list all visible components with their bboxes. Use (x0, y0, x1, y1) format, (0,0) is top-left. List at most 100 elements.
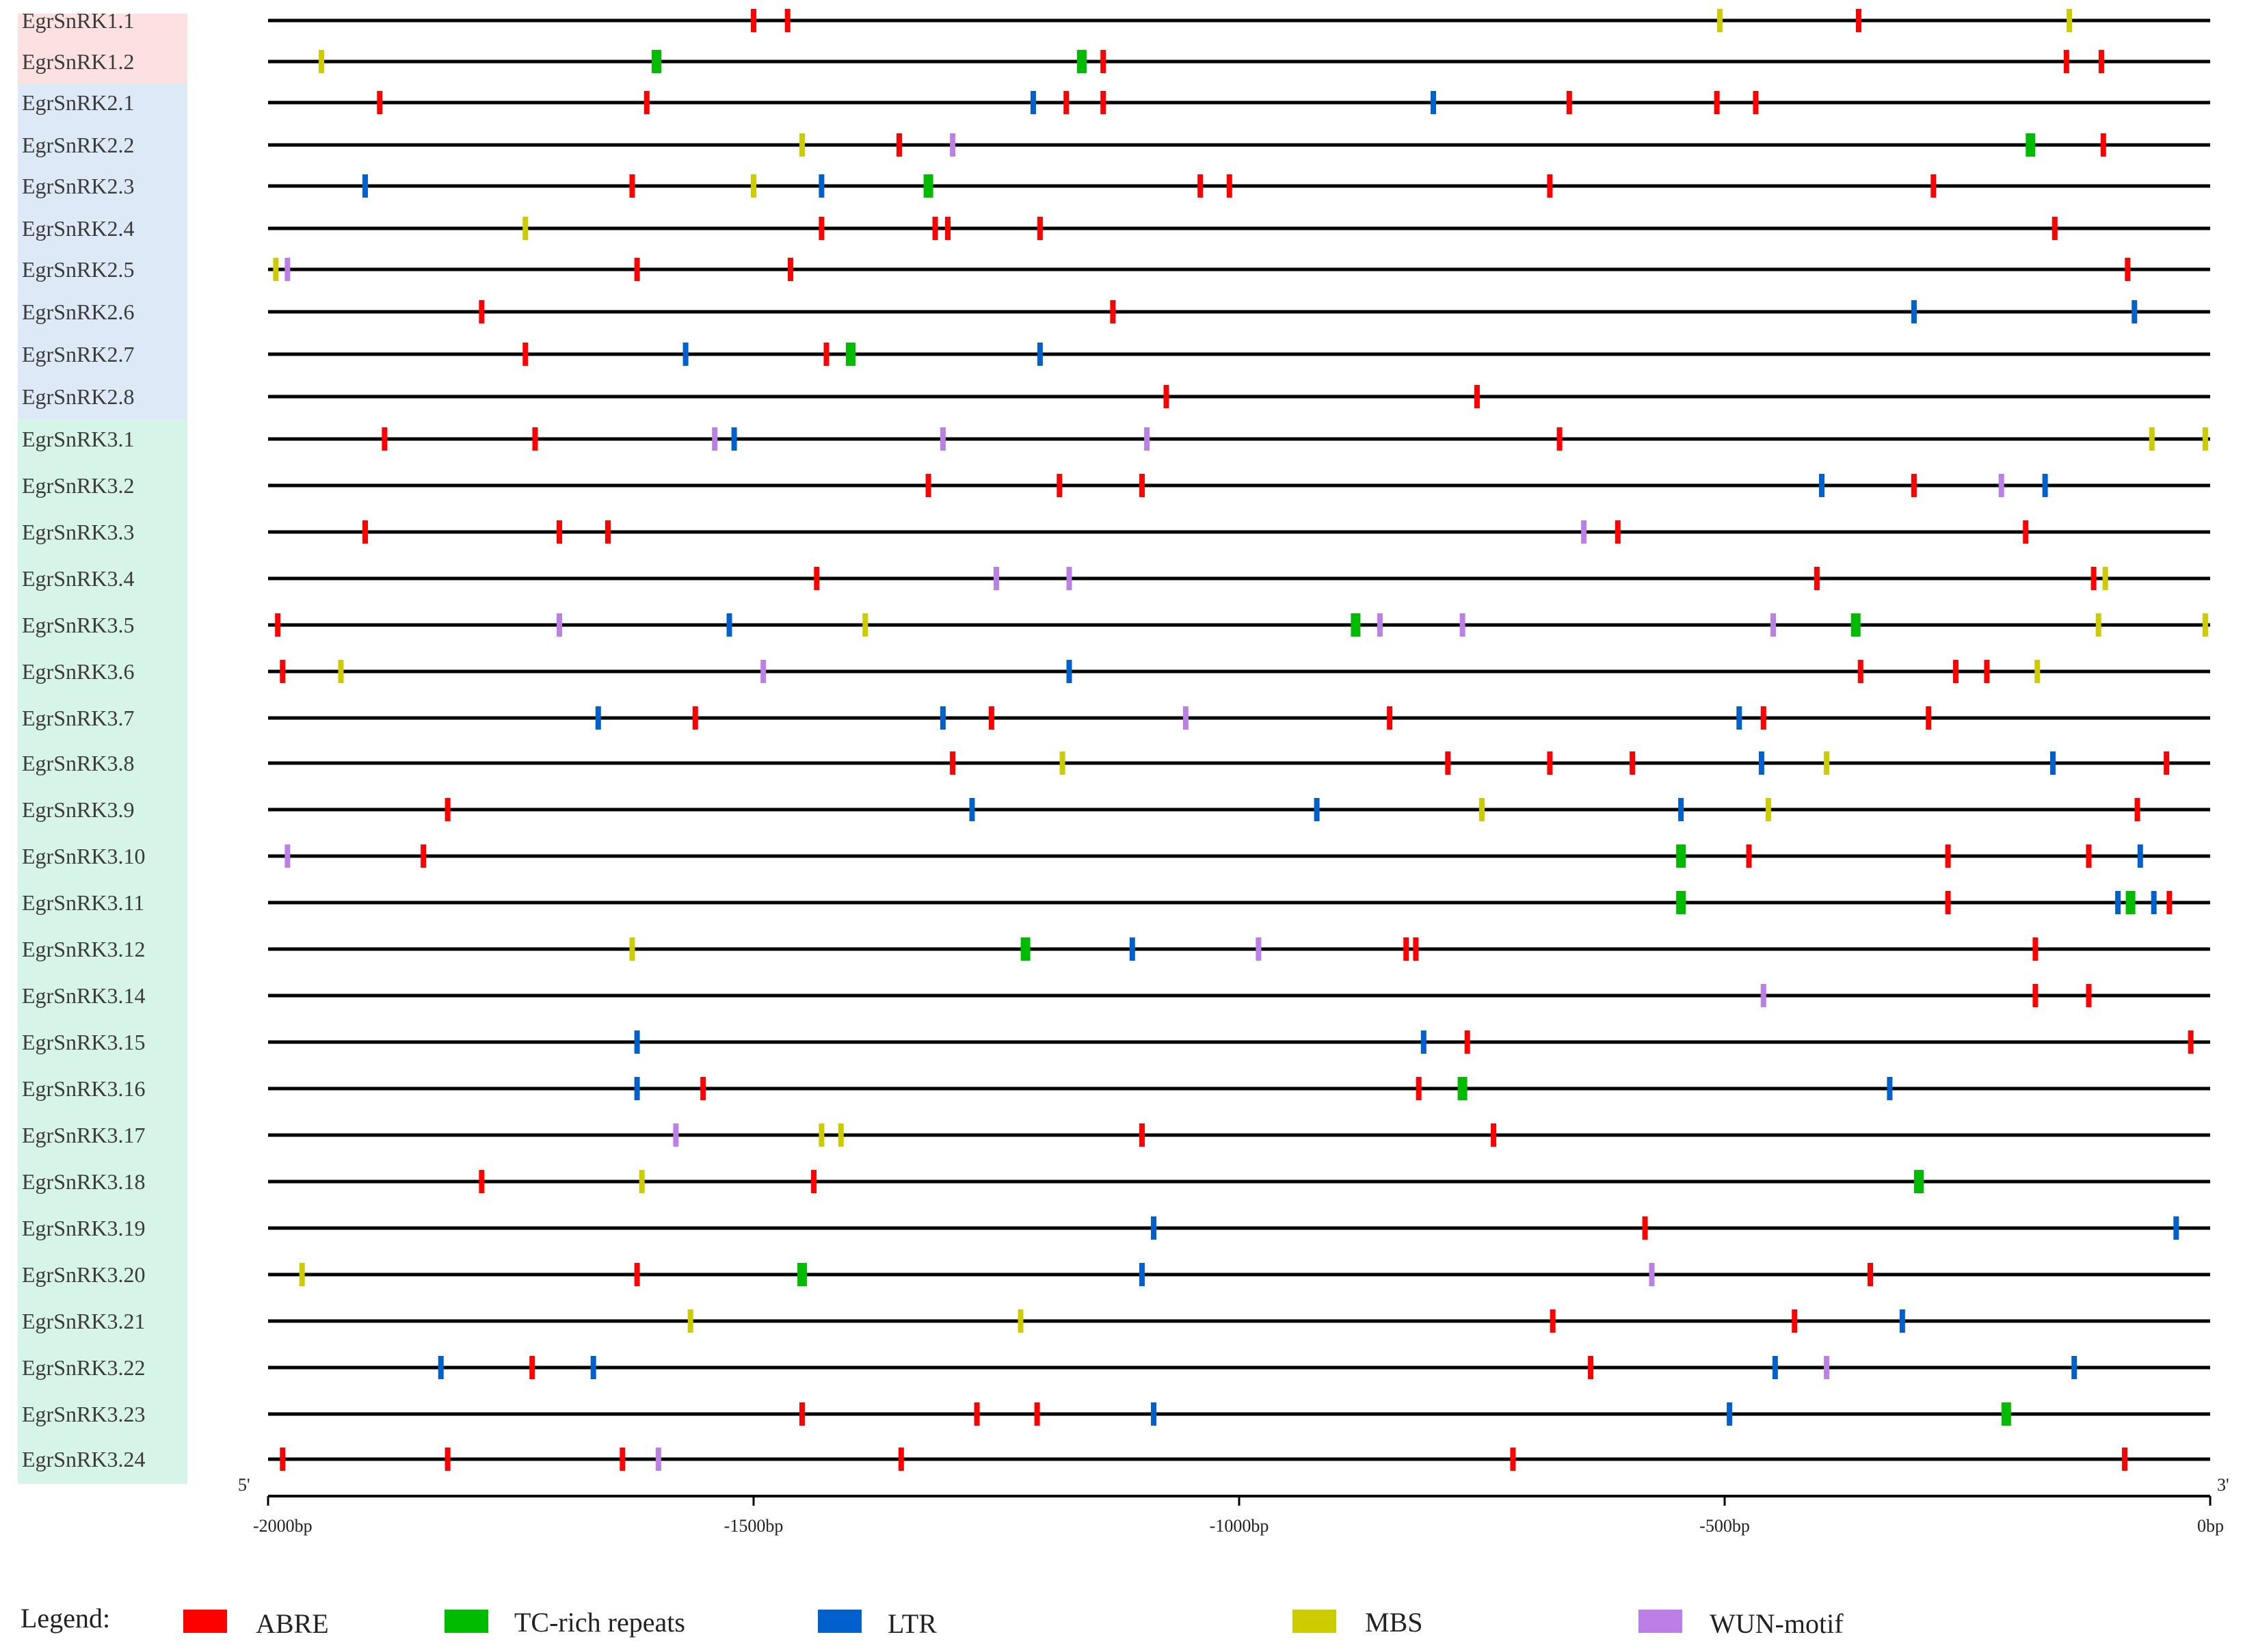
element-abre (751, 9, 756, 32)
gene-label: EgrSnRK1.2 (22, 49, 134, 74)
legend-swatch-abre (183, 1610, 227, 1633)
gene-label: EgrSnRK2.2 (22, 133, 134, 157)
group-3-background (18, 419, 187, 1484)
element-ltr (726, 613, 732, 637)
element-mbs (629, 937, 635, 961)
gene-row-egrsnrk3-12: EgrSnRK3.12 (22, 937, 2210, 961)
gene-label: EgrSnRK3.24 (22, 1447, 145, 1471)
gene-label: EgrSnRK3.14 (22, 983, 145, 1008)
element-mbs (319, 50, 325, 73)
element-abre (1642, 1216, 1648, 1240)
gene-label: EgrSnRK2.7 (22, 342, 134, 367)
element-tc-rich-repeats (1676, 891, 1686, 914)
element-wun-motif (1998, 474, 2004, 497)
gene-label: EgrSnRK3.9 (22, 797, 134, 822)
element-ltr (438, 1356, 444, 1379)
element-wun-motif (940, 427, 946, 451)
element-abre (925, 474, 931, 497)
element-abre (988, 706, 994, 730)
element-wun-motif (1760, 984, 1766, 1007)
element-mbs (2095, 613, 2101, 637)
element-abre (1163, 385, 1169, 408)
gene-label: EgrSnRK2.3 (22, 174, 134, 198)
element-abre (421, 844, 427, 868)
gene-label: EgrSnRK3.21 (22, 1309, 145, 1333)
element-mbs (639, 1170, 645, 1193)
gene-row-egrsnrk3-5: EgrSnRK3.5 (22, 613, 2210, 637)
axis-tick-label: -1500bp (724, 1516, 784, 1536)
element-abre (1855, 9, 1861, 32)
element-abre (1034, 1402, 1040, 1426)
element-ltr (1151, 1402, 1157, 1426)
element-ltr (634, 1030, 640, 1054)
element-mbs (2202, 427, 2208, 451)
gene-row-egrsnrk3-17: EgrSnRK3.17 (22, 1123, 2210, 1147)
element-abre (692, 706, 698, 730)
gene-label: EgrSnRK3.5 (22, 613, 134, 637)
gene-row-egrsnrk3-23: EgrSnRK3.23 (22, 1402, 2210, 1426)
element-abre (950, 751, 956, 775)
legend-swatch-tc-rich-repeats (444, 1610, 488, 1633)
element-abre (1413, 937, 1419, 961)
element-tc-rich-repeats (1914, 1170, 1924, 1193)
element-ltr (1911, 300, 1917, 323)
element-abre (1930, 174, 1937, 198)
legend-swatch-wun-motif (1638, 1610, 1682, 1633)
axis-tick-label: -2000bp (253, 1516, 313, 1536)
element-ltr (2137, 844, 2143, 868)
axis-3prime-label: 3' (2217, 1475, 2229, 1495)
element-abre (2032, 984, 2039, 1007)
element-abre (1387, 706, 1393, 730)
gene-row-egrsnrk2-6: EgrSnRK2.6 (22, 299, 2210, 324)
element-abre (532, 427, 538, 451)
element-tc-rich-repeats (1457, 1077, 1468, 1100)
gene-row-egrsnrk2-8: EgrSnRK2.8 (22, 384, 2210, 409)
element-abre (1911, 474, 1917, 497)
gene-label: EgrSnRK3.10 (22, 844, 145, 868)
element-wun-motif (1459, 613, 1465, 637)
gene-row-egrsnrk3-20: EgrSnRK3.20 (22, 1262, 2210, 1287)
legend-label-tc-rich-repeats: TC-rich repeats (514, 1607, 685, 1638)
gene-row-egrsnrk3-18: EgrSnRK3.18 (22, 1169, 2210, 1194)
element-abre (280, 1448, 286, 1471)
element-abre (784, 9, 791, 32)
element-ltr (1758, 751, 1764, 775)
element-abre (2125, 258, 2131, 281)
element-mbs (751, 174, 756, 198)
element-ltr (1139, 1263, 1145, 1286)
element-abre (275, 613, 281, 637)
element-mbs (522, 217, 529, 240)
element-abre (2134, 798, 2140, 821)
gene-row-egrsnrk3-15: EgrSnRK3.15 (22, 1030, 2210, 1054)
element-abre (2086, 844, 2092, 868)
element-wun-motif (284, 258, 291, 281)
element-abre (1792, 1309, 1798, 1333)
gene-label: EgrSnRK3.18 (22, 1169, 145, 1194)
gene-rows: EgrSnRK1.1 EgrSnRK1.2 EgrSnRK2.1 EgrSnRK2.2… (22, 8, 2210, 1471)
element-wun-motif (712, 427, 718, 451)
element-abre (1226, 174, 1232, 198)
element-ltr (1066, 660, 1072, 683)
element-ltr (1030, 91, 1036, 114)
element-abre (1445, 751, 1451, 775)
element-ltr (634, 1077, 640, 1100)
element-ltr (731, 427, 737, 451)
element-abre (1491, 1123, 1497, 1147)
legend-label-abre: ABRE (256, 1608, 329, 1639)
element-wun-motif (1770, 613, 1776, 637)
gene-row-egrsnrk2-1: EgrSnRK2.1 (22, 90, 2210, 115)
gene-label: EgrSnRK3.1 (22, 427, 134, 451)
gene-label: EgrSnRK3.11 (22, 890, 144, 915)
element-ltr (1736, 706, 1742, 730)
element-mbs (1716, 9, 1723, 32)
element-ltr (2071, 1356, 2078, 1379)
gene-label: EgrSnRK3.15 (22, 1030, 145, 1054)
gene-row-egrsnrk2-7: EgrSnRK2.7 (22, 342, 2210, 367)
gene-row-egrsnrk3-7: EgrSnRK3.7 (22, 706, 2210, 730)
element-abre (2098, 50, 2104, 73)
element-abre (1547, 751, 1553, 775)
element-ltr (1819, 474, 1824, 497)
element-ltr (2049, 751, 2056, 775)
element-tc-rich-repeats (923, 174, 933, 198)
